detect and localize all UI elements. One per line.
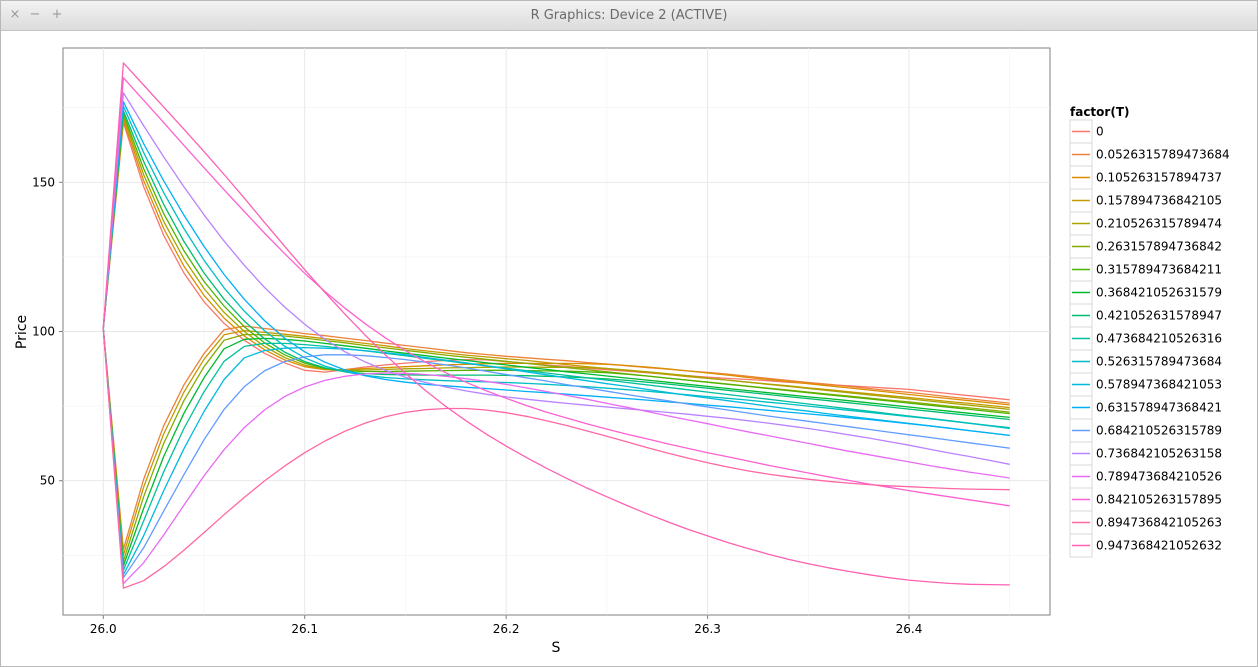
series-line-14 [102,92,1010,465]
legend-label: 0.789473684210526 [1096,470,1222,484]
series-line-10 [102,105,1010,430]
y-axis-label: Price [14,315,30,349]
axes: 26.0 26.1 26.2 26.3 26.4 50 100 150 [32,175,922,636]
legend-label: 0.526315789473684 [1096,355,1222,369]
x-tick-label: 26.3 [694,622,721,636]
legend-title: factor(T) [1070,105,1129,119]
legend-label: 0.631578947368421 [1096,401,1222,415]
legend-label: 0 [1096,125,1104,139]
y-tick-label: 100 [32,325,55,339]
legend-label: 0.263157894736842 [1096,240,1222,254]
x-tick-label: 26.2 [493,622,520,636]
legend-label: 0.473684210526316 [1096,332,1222,346]
legend-label: 0.578947368421053 [1096,378,1222,392]
y-tick-label: 150 [32,175,55,189]
series-line-13 [102,328,1010,579]
series-line-18 [102,62,1010,586]
maximize-icon[interactable]: + [51,7,63,22]
x-tick-label: 26.1 [291,622,318,636]
series-line-9 [102,328,1010,571]
series-line-7 [102,328,1010,567]
y-tick-label: 50 [40,474,55,488]
x-tick-label: 26.0 [90,622,117,636]
legend-label: 0.210526315789474 [1096,217,1222,231]
legend-label: 0.842105263157895 [1096,493,1222,507]
window-title: R Graphics: Device 2 (ACTIVE) [530,8,728,23]
window-titlebar[interactable]: × − + R Graphics: Device 2 (ACTIVE) [1,1,1257,31]
legend-label: 0.947368421052632 [1096,539,1222,553]
legend-label: 0.894736842105263 [1096,516,1222,530]
series-line-16 [102,77,1010,507]
close-icon[interactable]: × [9,7,21,22]
x-axis-label: S [552,640,561,656]
legend-label: 0.368421052631579 [1096,286,1222,300]
legend-label: 0.736842105263158 [1096,447,1222,461]
series-line-15 [102,328,1010,585]
series-line-0 [102,121,1010,401]
series-lines [102,62,1010,589]
legend-label: 0.105263157894737 [1096,171,1222,185]
legend-label: 0.157894736842105 [1096,194,1222,208]
series-line-11 [102,328,1010,576]
x-tick-label: 26.4 [896,622,923,636]
grid [63,48,1050,615]
legend: 0 0.0526315789473684 0.105263157894737 0.15… [1069,119,1230,558]
legend-label: 0.315789473684211 [1096,263,1222,277]
minimize-icon[interactable]: − [29,7,41,22]
legend-label: 0.684210526315789 [1096,424,1222,438]
legend-label: 0.421052631578947 [1096,309,1222,323]
series-line-17 [102,328,1010,589]
series-line-3 [102,328,1010,556]
series-line-1 [102,325,1010,550]
legend-label: 0.0526315789473684 [1096,148,1230,162]
